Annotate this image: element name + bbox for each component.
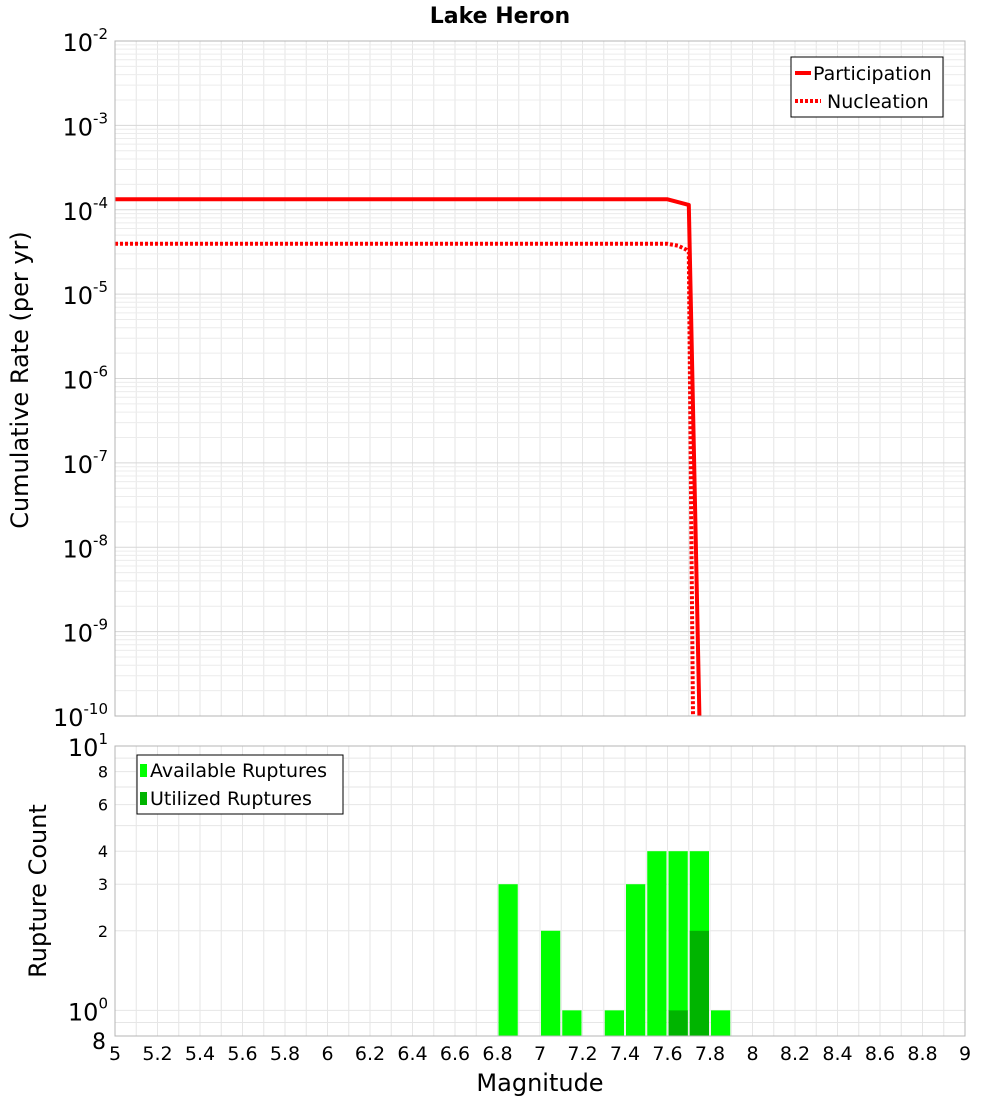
x-tick-label: 8.4 bbox=[822, 1043, 852, 1065]
series-line-participation bbox=[115, 197, 702, 717]
x-tick-label: 7 bbox=[534, 1043, 546, 1065]
bottom-plot-bars bbox=[498, 851, 731, 1036]
top-y-tick-label: 10-10 bbox=[53, 700, 108, 732]
x-tick-label: 5 bbox=[109, 1043, 121, 1065]
top-plot-grid bbox=[115, 41, 965, 716]
series-line-nucleation bbox=[115, 241, 695, 717]
x-tick-label: 8.6 bbox=[865, 1043, 895, 1065]
x-tick-label: 5.6 bbox=[227, 1043, 257, 1065]
x-tick-label: 5.2 bbox=[142, 1043, 172, 1065]
top-y-axis-label: Cumulative Rate (per yr) bbox=[6, 231, 34, 529]
top-y-tick-label: 10-6 bbox=[62, 363, 108, 395]
top-plot-frame bbox=[114, 40, 966, 717]
bottom-y-tick-label: 101 bbox=[68, 730, 108, 762]
x-tick-label: 7.4 bbox=[610, 1043, 640, 1065]
x-tick-labels: 5 5.2 5.4 5.6 5.8 6 6.2 6.4 6.6 6.8 7 7.2 7.4 7.6 7.8 8… bbox=[109, 1043, 971, 1065]
bottom-y-tick-label: 2 bbox=[98, 922, 108, 941]
x-tick-label: 6 bbox=[321, 1043, 333, 1065]
available-rupture-bar bbox=[668, 851, 688, 1036]
top-y-tick-label: 10-9 bbox=[62, 616, 108, 648]
bottom-y-tick-label: 3 bbox=[98, 875, 108, 894]
x-tick-label: 6.4 bbox=[397, 1043, 427, 1065]
available-rupture-bar bbox=[604, 1010, 624, 1036]
bottom-y-tick-label: 8 bbox=[92, 1030, 106, 1055]
x-tick-label: 6.2 bbox=[355, 1043, 385, 1065]
x-tick-label: 5.4 bbox=[185, 1043, 215, 1065]
bottom-plot-frame bbox=[114, 745, 966, 1037]
bottom-y-tick-label: 100 bbox=[68, 994, 108, 1026]
legend-swatch-utilized bbox=[140, 792, 147, 805]
x-tick-label: 6.8 bbox=[482, 1043, 512, 1065]
utilized-rupture-bar bbox=[668, 1010, 688, 1036]
x-axis-label: Magnitude bbox=[476, 1069, 603, 1097]
x-tick-label: 9 bbox=[959, 1043, 971, 1065]
legend-label-participation: Participation bbox=[813, 63, 932, 85]
x-tick-label: 8.2 bbox=[780, 1043, 810, 1065]
x-tick-label: 8.8 bbox=[907, 1043, 937, 1065]
x-tick-label: 5.8 bbox=[270, 1043, 300, 1065]
top-y-tick-label: 10-2 bbox=[62, 25, 108, 57]
top-legend-box bbox=[790, 56, 944, 118]
bottom-y-axis-label: Rupture Count bbox=[24, 804, 52, 978]
x-tick-label: 6.6 bbox=[440, 1043, 470, 1065]
legend-label-utilized: Utilized Ruptures bbox=[150, 788, 312, 810]
available-rupture-bar bbox=[647, 851, 667, 1036]
x-tick-label: 8 bbox=[746, 1043, 758, 1065]
legend-label-nucleation: Nucleation bbox=[827, 91, 929, 113]
available-rupture-bar bbox=[541, 930, 561, 1036]
legend-swatch-available bbox=[140, 764, 147, 777]
top-y-tick-label: 10-3 bbox=[62, 109, 108, 141]
bottom-y-tick-label: 6 bbox=[98, 796, 108, 815]
available-rupture-bar bbox=[711, 1010, 731, 1036]
x-tick-label: 7.6 bbox=[652, 1043, 682, 1065]
chart-title: Lake Heron bbox=[430, 4, 570, 29]
top-y-tick-label: 10-4 bbox=[62, 194, 108, 226]
bottom-y-tick-label: 8 bbox=[98, 763, 108, 782]
top-y-tick-labels: 10-10 10-9 10-8 10-7 10-6 10-5 10-4 10-3 10-2 bbox=[53, 25, 108, 732]
utilized-rupture-bar bbox=[689, 930, 709, 1036]
bottom-legend-box bbox=[136, 754, 344, 815]
available-rupture-bar bbox=[498, 884, 518, 1036]
bottom-legend: Available Ruptures Utilized Ruptures bbox=[136, 754, 344, 815]
top-y-tick-label: 10-5 bbox=[62, 278, 108, 310]
bottom-y-tick-label: 4 bbox=[98, 842, 108, 861]
available-rupture-bar bbox=[562, 1010, 582, 1036]
x-tick-label: 7.8 bbox=[695, 1043, 725, 1065]
top-plot-series bbox=[115, 197, 702, 717]
top-y-tick-label: 10-7 bbox=[62, 447, 108, 479]
legend-label-available: Available Ruptures bbox=[150, 760, 327, 782]
available-rupture-bar bbox=[626, 884, 646, 1036]
top-y-tick-label: 10-8 bbox=[62, 531, 108, 563]
top-legend: Participation Nucleation bbox=[790, 56, 944, 118]
x-tick-label: 7.2 bbox=[567, 1043, 597, 1065]
